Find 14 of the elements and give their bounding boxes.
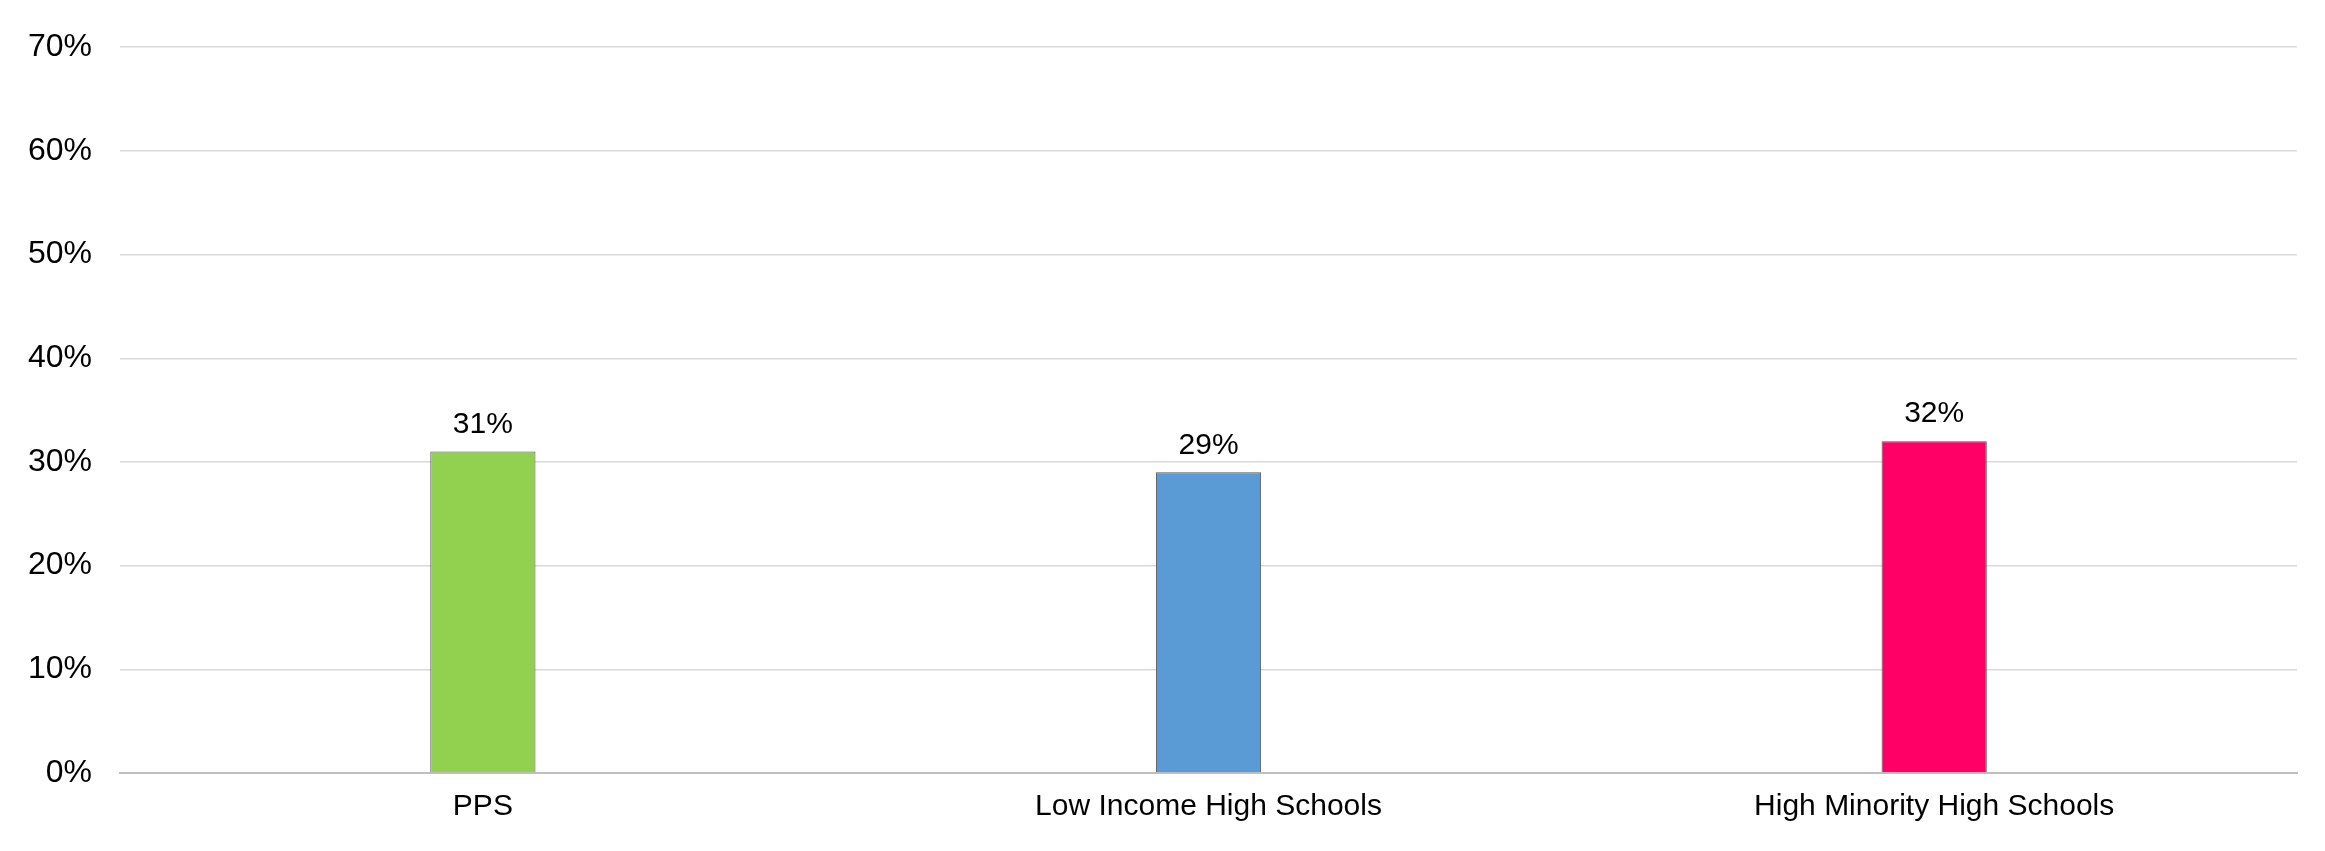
y-tick-label: 50% — [28, 234, 93, 271]
data-label: 31% — [452, 405, 513, 439]
y-tick-label: 70% — [28, 27, 93, 64]
y-tick-label: 10% — [28, 649, 93, 686]
data-label: 32% — [1904, 395, 1965, 429]
y-tick-label: 60% — [28, 130, 93, 167]
y-tick-label: 40% — [28, 338, 93, 375]
x-tick-label: PPS — [452, 788, 513, 822]
y-tick-label: 20% — [28, 545, 93, 582]
x-tick-label: High Minority High Schools — [1754, 788, 2115, 822]
data-label: 29% — [1178, 426, 1239, 460]
y-tick-label: 30% — [28, 441, 93, 478]
x-tick-label: Low Income High Schools — [1035, 788, 1382, 822]
y-tick-label: 0% — [45, 752, 93, 789]
